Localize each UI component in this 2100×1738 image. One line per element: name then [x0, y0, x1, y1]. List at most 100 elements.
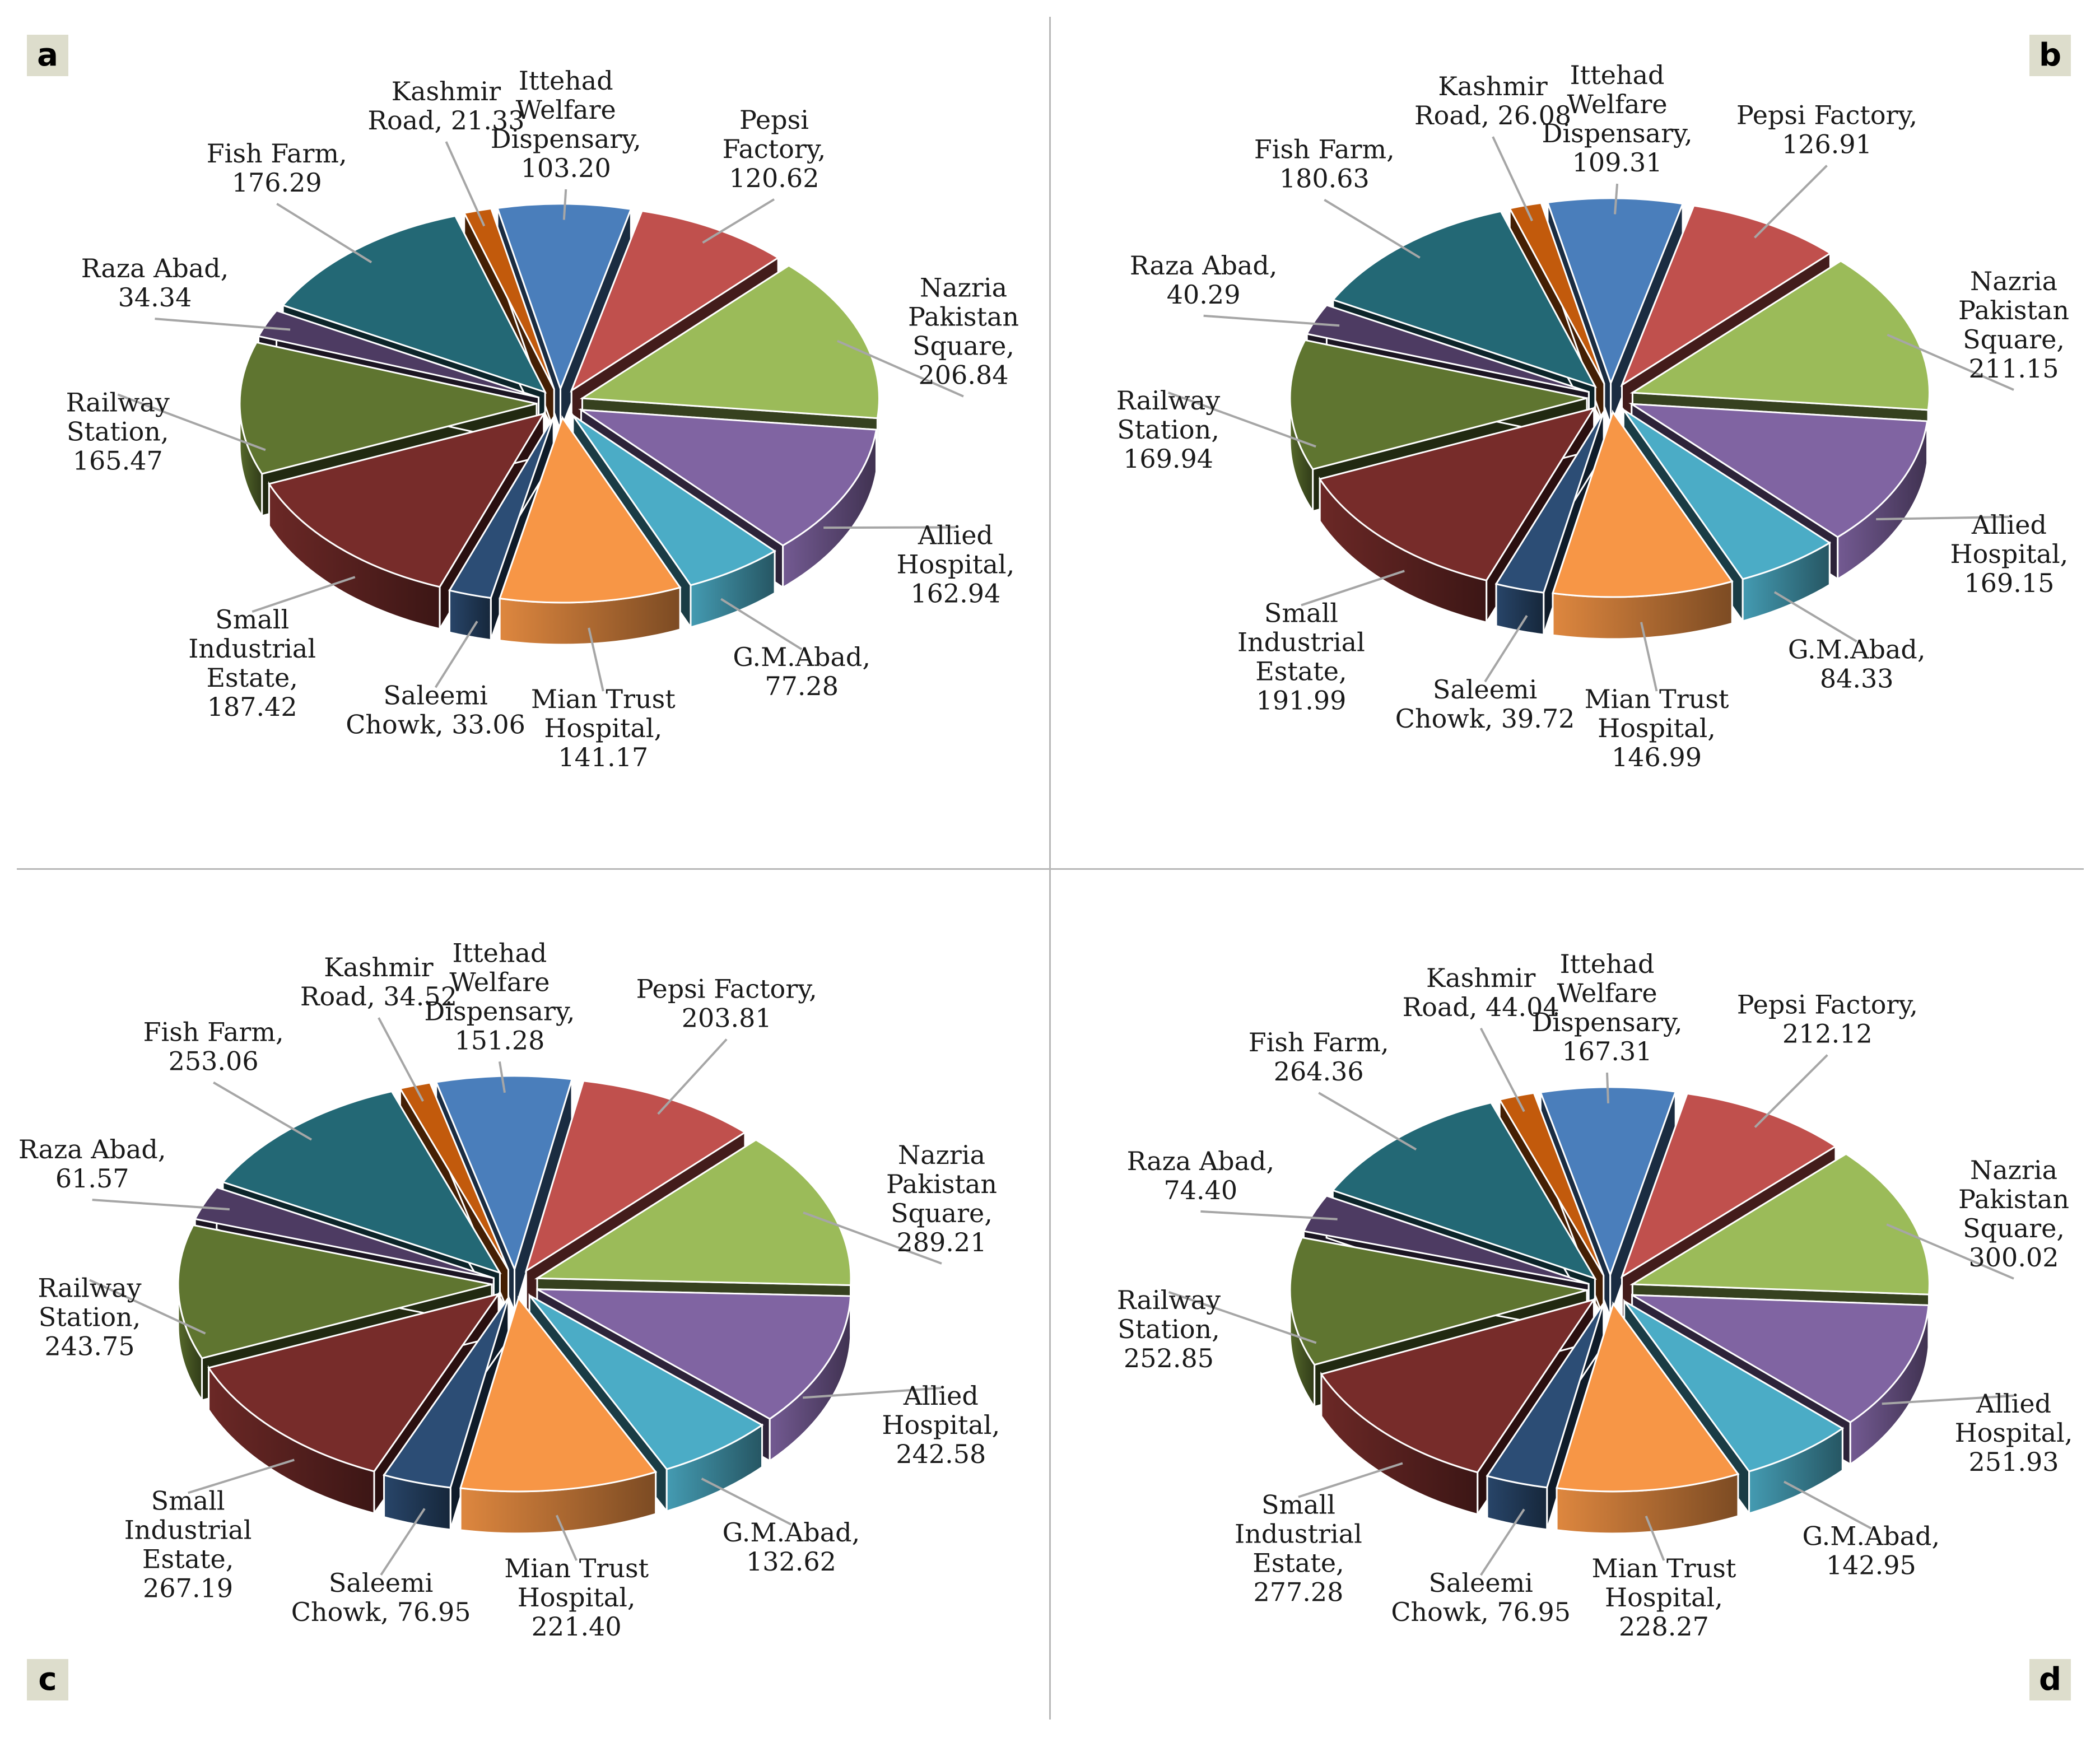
slice-top-saleemi-chowk — [1494, 411, 1605, 594]
data-label-g-m-abad: G.M.Abad, 132.62 — [723, 1517, 860, 1577]
leader-line-fish-farm — [276, 203, 372, 264]
leader-line-railway-station — [1167, 391, 1316, 448]
slice-mian-trust-hospital — [1556, 1301, 1740, 1535]
slice-top-mian-trust-hospital — [459, 1296, 658, 1493]
leader-line-mian-trust-hospital — [588, 627, 604, 692]
leader-line-raza-abad — [1200, 1210, 1338, 1220]
slice-top-fish-farm — [1331, 1101, 1597, 1280]
leader-line-g-m-abad — [1784, 1480, 1872, 1530]
data-label-small-industrial-estate: Small Industrial Estate, 191.99 — [1237, 598, 1365, 716]
data-label-railway-station: Railway Station, 252.85 — [1117, 1285, 1221, 1373]
data-label-kashmir-road: Kashmir Road, 34.52 — [300, 952, 457, 1012]
slice-top-fish-farm — [1331, 210, 1597, 388]
data-label-ittehad-welfare-dispensary: Ittehad Welfare Dispensary, 167.31 — [1532, 949, 1683, 1066]
leader-line-small-industrial-estate — [188, 1459, 295, 1494]
pie-chart-b: Fish Farm, 180.63 Kashmir Road, 26.08Itteha… — [1116, 60, 2069, 772]
leader-line-allied-hospital — [823, 526, 956, 529]
data-label-allied-hospital: Allied Hospital, 251.93 — [1955, 1388, 2073, 1477]
data-label-allied-hospital: Allied Hospital, 169.15 — [1950, 510, 2068, 598]
data-label-saleemi-chowk: Saleemi Chowk, 33.06 — [346, 680, 525, 739]
slice-top-raza-abad — [1302, 1195, 1589, 1285]
slice-mian-trust-hospital — [499, 415, 682, 646]
leader-line-saleemi-chowk — [1480, 1508, 1525, 1576]
data-label-mian-trust-hospital: Mian Trust Hospital, 228.27 — [1592, 1553, 1736, 1642]
leader-line-g-m-abad — [720, 598, 803, 650]
data-label-fish-farm: Fish Farm, 180.63 — [1254, 134, 1395, 194]
slice-top-g-m-abad — [572, 414, 776, 586]
slice-top-g-m-abad — [1623, 1300, 1845, 1473]
leader-line-railway-station — [89, 1279, 206, 1335]
chart-panel-a: Fish Farm, 176.29 Kashmir Road, 21.33 Itteha… — [0, 0, 1050, 869]
slice-saleemi-chowk — [1494, 408, 1605, 636]
leader-line-kashmir-road — [1492, 136, 1533, 222]
data-label-raza-abad: Raza Abad, 40.29 — [1130, 250, 1278, 310]
leader-line-pepsi-factory — [1754, 165, 1828, 239]
leader-line-fish-farm — [1318, 1092, 1417, 1150]
chart-panel-b: Fish Farm, 180.63 Kashmir Road, 26.08 Itteha… — [1050, 0, 2100, 869]
data-label-fish-farm: Fish Farm, 253.06 — [143, 1017, 284, 1077]
slice-top-railway-station — [239, 341, 537, 475]
slice-top-pepsi-factory — [570, 209, 780, 393]
data-label-raza-abad: Raza Abad, 74.40 — [1127, 1146, 1275, 1205]
slice-top-raza-abad — [1305, 304, 1589, 393]
data-label-mian-trust-hospital: Mian Trust Hospital, 141.17 — [531, 684, 676, 772]
leader-line-pepsi-factory — [1754, 1054, 1828, 1128]
slice-top-small-industrial-estate — [268, 412, 546, 588]
leader-line-kashmir-road — [378, 1017, 424, 1102]
data-label-small-industrial-estate: Small Industrial Estate, 267.19 — [124, 1485, 252, 1603]
leader-line-nazria-pakistan-square — [1886, 1223, 2014, 1280]
data-label-pepsi-factory: Pepsi Factory, 212.12 — [1737, 990, 1918, 1049]
leader-line-nazria-pakistan-square — [803, 1211, 942, 1265]
data-label-fish-farm: Fish Farm, 176.29 — [207, 138, 347, 198]
slice-top-small-industrial-estate — [1318, 407, 1596, 581]
slice-top-mian-trust-hospital — [1552, 410, 1734, 598]
slice-top-raza-abad — [193, 1186, 494, 1279]
leader-line-allied-hospital — [1876, 515, 2009, 521]
leader-line-ittehad-welfare-dispensary — [562, 189, 567, 220]
slice-top-saleemi-chowk — [383, 1297, 510, 1489]
leader-line-ittehad-welfare-dispensary — [1614, 183, 1619, 215]
data-label-pepsi-factory: Pepsi Factory, 126.91 — [1736, 100, 1917, 160]
panel-label-d: d — [2029, 1659, 2071, 1700]
data-label-kashmir-road: Kashmir Road, 44.04 — [1403, 963, 1559, 1022]
data-label-mian-trust-hospital: Mian Trust Hospital, 221.40 — [504, 1553, 649, 1642]
slice-top-ittehad-welfare-dispensary — [435, 1075, 573, 1272]
leader-line-ittehad-welfare-dispensary — [498, 1061, 506, 1093]
leader-line-kashmir-road — [1479, 1027, 1525, 1112]
leader-line-g-m-abad — [701, 1478, 792, 1526]
data-label-nazria-pakistan-square: Nazria Pakistan Square, 300.02 — [1958, 1155, 2069, 1273]
slice-top-allied-hospital — [578, 408, 878, 547]
leader-line-pepsi-factory — [702, 198, 775, 244]
data-label-saleemi-chowk: Saleemi Chowk, 39.72 — [1395, 674, 1575, 734]
leader-line-allied-hospital — [803, 1387, 941, 1399]
leader-line-mian-trust-hospital — [1645, 1515, 1665, 1561]
panel-label-c: c — [27, 1659, 68, 1700]
leader-line-allied-hospital — [1882, 1394, 2014, 1405]
leader-line-raza-abad — [92, 1199, 230, 1211]
slice-top-nazria-pakistan-square — [1629, 260, 1930, 411]
slice-top-fish-farm — [221, 1090, 502, 1275]
data-label-small-industrial-estate: Small Industrial Estate, 277.28 — [1235, 1490, 1362, 1607]
data-label-railway-station: Railway Station, 169.94 — [1116, 385, 1220, 474]
data-label-saleemi-chowk: Saleemi Chowk, 76.95 — [291, 1568, 471, 1627]
data-label-nazria-pakistan-square: Nazria Pakistan Square, 211.15 — [1958, 266, 2069, 384]
leader-line-small-industrial-estate — [1301, 570, 1405, 607]
data-label-railway-station: Railway Station, 243.75 — [38, 1273, 141, 1361]
leader-line-nazria-pakistan-square — [1887, 333, 2014, 391]
data-label-saleemi-chowk: Saleemi Chowk, 76.95 — [1391, 1568, 1571, 1627]
data-label-kashmir-road: Kashmir Road, 21.33 — [367, 76, 524, 136]
chart-panel-c: Fish Farm, 253.06 Kashmir Road, 34.52 Itteha… — [0, 869, 1050, 1738]
horizontal-divider — [17, 868, 2084, 870]
leader-line-small-industrial-estate — [1298, 1462, 1403, 1498]
leader-line-saleemi-chowk — [380, 1508, 426, 1576]
panel-label-a: a — [27, 35, 68, 76]
slice-top-g-m-abad — [1623, 409, 1832, 580]
data-label-ittehad-welfare-dispensary: Ittehad Welfare Dispensary, 109.31 — [1542, 60, 1693, 178]
leader-line-raza-abad — [1203, 314, 1340, 327]
panel-label-b: b — [2029, 35, 2071, 76]
leader-line-fish-farm — [1324, 199, 1421, 259]
leader-line-nazria-pakistan-square — [837, 339, 964, 398]
data-label-mian-trust-hospital: Mian Trust Hospital, 146.99 — [1585, 684, 1729, 772]
data-label-g-m-abad: G.M.Abad, 84.33 — [1788, 634, 1926, 693]
leader-line-kashmir-road — [445, 141, 486, 227]
